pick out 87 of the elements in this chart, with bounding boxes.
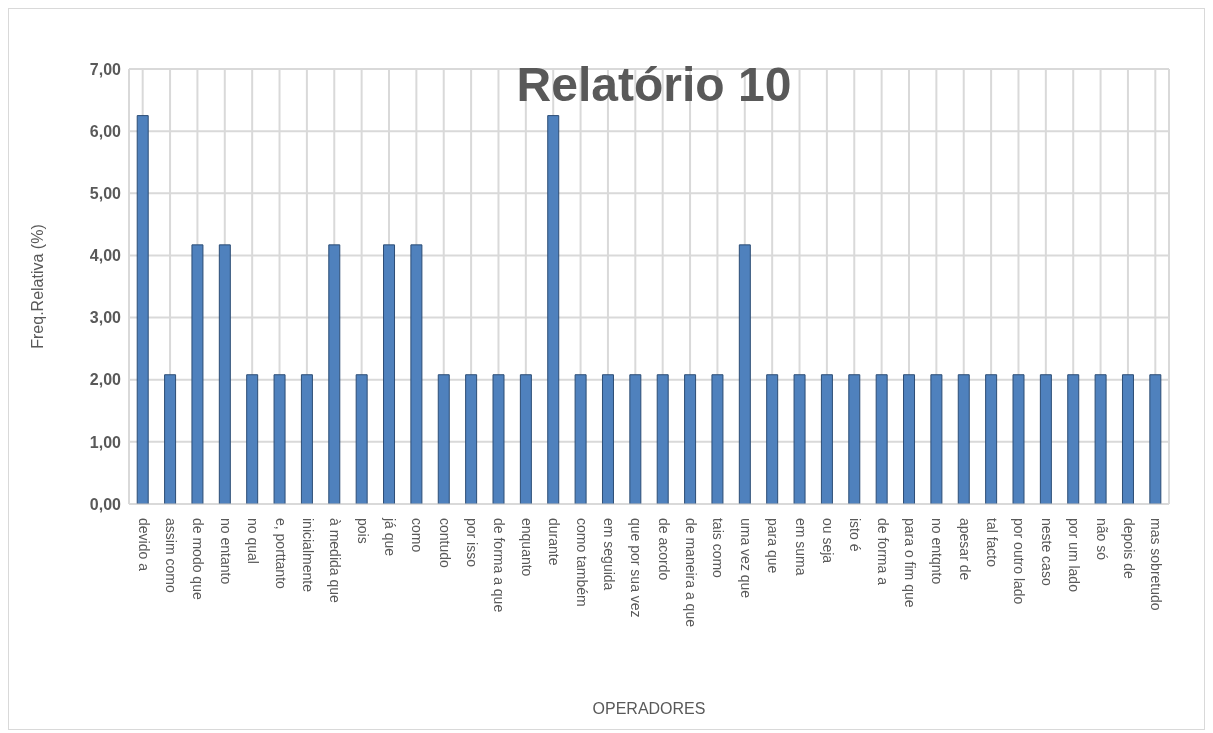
x-tick-label: como também (573, 518, 590, 607)
bar (519, 374, 532, 504)
y-tick-label: 3,00 (89, 309, 122, 327)
x-tick-label: de forma a que (491, 518, 508, 613)
bar (629, 374, 642, 504)
bar (903, 374, 916, 504)
x-tick-label: ou seja (819, 518, 836, 564)
bar (957, 374, 970, 504)
y-tick-label: 0,00 (89, 495, 122, 513)
x-tick-label: já que (382, 517, 398, 557)
chart-title: Relatório 10 (516, 58, 792, 111)
bar (136, 115, 149, 504)
bar (766, 374, 779, 504)
x-tick-label: inicialmente (299, 518, 316, 593)
x-tick-label: neste caso (1038, 518, 1055, 586)
x-tick-label: que por sua vez (628, 518, 645, 618)
bar (465, 374, 478, 504)
bar (246, 374, 259, 504)
y-tick-label: 2,00 (89, 371, 122, 389)
bar (218, 244, 231, 504)
x-tick-label: de acordo (655, 518, 672, 581)
bar (601, 374, 614, 504)
bar (1094, 374, 1107, 504)
x-tick-label: tais como (710, 518, 727, 579)
x-tick-label: durante (546, 518, 563, 566)
bar (930, 374, 943, 504)
y-axis-title: Freq.Relativa (%) (28, 224, 46, 349)
x-tick-label: depois de (1120, 518, 1137, 579)
x-tick-label: contudo (436, 518, 453, 569)
x-axis-title: OPERADORES (592, 700, 706, 717)
bar (355, 374, 368, 504)
bar (711, 374, 724, 504)
x-tick-label: e, porttanto (272, 518, 289, 590)
x-tick-label: por um lado (1066, 518, 1083, 593)
bar (1149, 374, 1162, 504)
x-tick-label: para que (765, 518, 782, 574)
bar (547, 115, 560, 504)
y-tick-label: 4,00 (89, 247, 122, 265)
x-tick-label: à medida que (327, 518, 344, 604)
y-tick-label: 1,00 (89, 433, 122, 451)
bar (656, 374, 669, 504)
bar (738, 244, 751, 504)
x-tick-label: por outro lado (1011, 518, 1028, 605)
x-tick-label: como (409, 518, 426, 553)
x-tick-label: tal facto (984, 518, 1001, 568)
bar (492, 374, 505, 504)
bar (300, 374, 313, 504)
x-tick-label: uma vez que (737, 518, 754, 599)
y-tick-label: 6,00 (89, 122, 122, 140)
x-tick-label: em seguida (600, 518, 617, 591)
x-tick-label: pois (354, 518, 371, 544)
bar (684, 374, 697, 504)
x-tick-label: isto é (847, 518, 864, 552)
x-tick-label: assim como (163, 518, 180, 593)
bar (574, 374, 587, 504)
bar (383, 244, 396, 504)
bar (191, 244, 204, 504)
bar (820, 374, 833, 504)
bar (1121, 374, 1134, 504)
bar (164, 374, 177, 504)
x-tick-label: de modo que (190, 518, 207, 600)
x-tick-label: de maneira a que (683, 518, 700, 628)
x-tick-label: apesar de (956, 518, 973, 581)
bar (1067, 374, 1080, 504)
bar (437, 374, 450, 504)
bar (848, 374, 861, 504)
y-tick-label: 7,00 (89, 60, 122, 78)
bar (985, 374, 998, 504)
y-tick-label: 5,00 (89, 184, 122, 202)
bar (328, 244, 341, 504)
x-tick-label: enquanto (518, 518, 535, 577)
bar (793, 374, 806, 504)
bar (875, 374, 888, 504)
x-tick-label: em suma (792, 518, 809, 576)
x-tick-label: não só (1093, 518, 1110, 561)
x-tick-label: para o fim que (902, 518, 918, 608)
x-tick-label: de forma a (874, 518, 891, 586)
bar (410, 244, 423, 504)
x-tick-label: por isso (464, 518, 481, 568)
x-tick-label: mas sobretudo (1148, 518, 1165, 611)
bar (1012, 374, 1025, 504)
x-tick-label: no entanto (217, 518, 234, 585)
x-tick-label: devido a (135, 518, 152, 572)
bar (1039, 374, 1052, 504)
bar (273, 374, 286, 504)
x-tick-label: no qual (245, 518, 262, 564)
x-tick-label: no entqnto (929, 518, 946, 585)
